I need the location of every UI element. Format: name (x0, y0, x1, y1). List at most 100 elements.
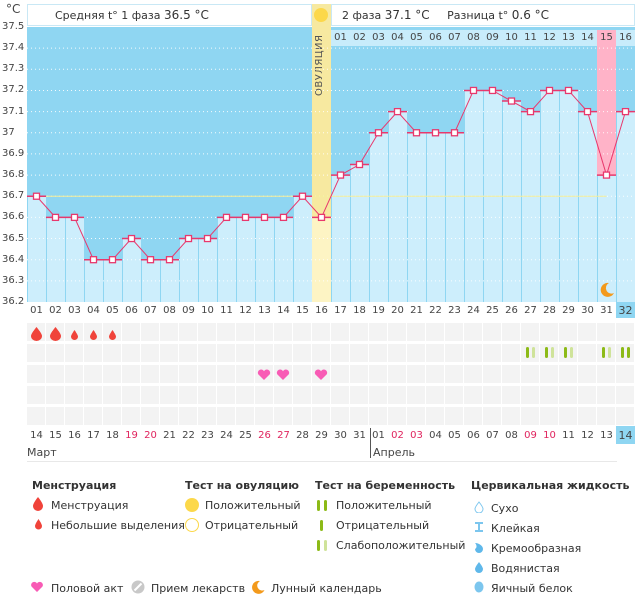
symptom-cell[interactable] (502, 344, 520, 362)
symptom-cell[interactable] (217, 407, 235, 425)
x-tick-label[interactable]: 11 (220, 305, 233, 316)
symptom-cell[interactable] (46, 365, 64, 383)
calendar-date[interactable]: 01 (372, 430, 385, 441)
symptom-cell[interactable] (540, 323, 558, 341)
symptom-cell[interactable] (65, 365, 83, 383)
symptom-cell[interactable] (597, 386, 615, 404)
symptom-cell[interactable] (426, 365, 444, 383)
symptom-cell[interactable] (559, 323, 577, 341)
calendar-date[interactable]: 07 (486, 430, 499, 441)
symptom-cell[interactable] (521, 407, 539, 425)
x-tick-label[interactable]: 25 (486, 305, 499, 316)
symptom-cell[interactable] (255, 386, 273, 404)
calendar-date[interactable]: 24 (220, 430, 233, 441)
calendar-date[interactable]: 08 (505, 430, 518, 441)
x-tick-label[interactable]: 23 (448, 305, 461, 316)
x-tick-label[interactable]: 20 (391, 305, 404, 316)
symptom-cell[interactable] (502, 323, 520, 341)
symptom-cell[interactable] (388, 365, 406, 383)
symptom-cell[interactable] (616, 323, 634, 341)
symptom-cell[interactable] (616, 344, 634, 362)
symptom-cell[interactable] (293, 344, 311, 362)
symptom-cell[interactable] (388, 344, 406, 362)
symptom-cell[interactable] (160, 407, 178, 425)
x-tick-label[interactable]: 01 (30, 305, 43, 316)
symptom-cell[interactable] (293, 365, 311, 383)
x-tick-label[interactable]: 32 (616, 302, 635, 318)
symptom-cell[interactable] (597, 365, 615, 383)
calendar-date[interactable]: 14 (616, 426, 635, 444)
calendar-date[interactable]: 23 (201, 430, 214, 441)
x-tick-label[interactable]: 14 (277, 305, 290, 316)
symptom-cell[interactable] (160, 323, 178, 341)
symptom-cell[interactable] (369, 365, 387, 383)
symptom-cell[interactable] (483, 407, 501, 425)
symptom-cell[interactable] (141, 365, 159, 383)
symptom-cell[interactable] (236, 344, 254, 362)
symptom-cell[interactable] (464, 386, 482, 404)
symptom-cell[interactable] (27, 386, 45, 404)
symptom-cell[interactable] (65, 344, 83, 362)
symptom-cell[interactable] (160, 365, 178, 383)
calendar-date[interactable]: 09 (524, 430, 537, 441)
symptom-cell[interactable] (464, 323, 482, 341)
x-tick-label[interactable]: 04 (87, 305, 100, 316)
symptom-cell[interactable] (407, 386, 425, 404)
symptom-cell[interactable] (122, 365, 140, 383)
calendar-date[interactable]: 14 (30, 430, 43, 441)
symptom-cell[interactable] (141, 407, 159, 425)
symptom-cell[interactable] (559, 407, 577, 425)
symptom-cell[interactable] (198, 323, 216, 341)
symptom-cell[interactable] (236, 386, 254, 404)
symptom-cell[interactable] (407, 323, 425, 341)
symptom-cell[interactable] (84, 407, 102, 425)
symptom-cell[interactable] (103, 344, 121, 362)
symptom-cell[interactable] (483, 386, 501, 404)
symptom-cell[interactable] (293, 386, 311, 404)
symptom-cell[interactable] (502, 407, 520, 425)
x-tick-label[interactable]: 08 (163, 305, 176, 316)
symptom-cell[interactable] (27, 344, 45, 362)
calendar-date[interactable]: 17 (87, 430, 100, 441)
symptom-cell[interactable] (274, 386, 292, 404)
symptom-cell[interactable] (350, 323, 368, 341)
symptom-cell[interactable] (179, 407, 197, 425)
x-tick-label[interactable]: 02 (49, 305, 62, 316)
symptom-cell[interactable] (578, 323, 596, 341)
symptom-cell[interactable] (578, 407, 596, 425)
calendar-date[interactable]: 19 (125, 430, 138, 441)
x-tick-label[interactable]: 24 (467, 305, 480, 316)
symptom-cell[interactable] (521, 365, 539, 383)
symptom-cell[interactable] (464, 407, 482, 425)
symptom-cell[interactable] (445, 407, 463, 425)
calendar-date[interactable]: 22 (182, 430, 195, 441)
symptom-cell[interactable] (141, 323, 159, 341)
symptom-cell[interactable] (350, 407, 368, 425)
symptom-cell[interactable] (27, 365, 45, 383)
symptom-cell[interactable] (84, 386, 102, 404)
x-tick-label[interactable]: 03 (68, 305, 81, 316)
calendar-date[interactable]: 29 (315, 430, 328, 441)
symptom-cell[interactable] (578, 365, 596, 383)
calendar-date[interactable]: 16 (68, 430, 81, 441)
symptom-cell[interactable] (521, 344, 539, 362)
symptom-cell[interactable] (407, 344, 425, 362)
symptom-cell[interactable] (179, 365, 197, 383)
symptom-cell[interactable] (616, 386, 634, 404)
x-tick-label[interactable]: 15 (296, 305, 309, 316)
symptom-cell[interactable] (217, 386, 235, 404)
symptom-cell[interactable] (521, 323, 539, 341)
symptom-cell[interactable] (445, 323, 463, 341)
symptom-cell[interactable] (559, 365, 577, 383)
symptom-cell[interactable] (407, 365, 425, 383)
x-tick-label[interactable]: 17 (334, 305, 347, 316)
calendar-date[interactable]: 06 (467, 430, 480, 441)
symptom-cell[interactable] (369, 386, 387, 404)
x-tick-label[interactable]: 09 (182, 305, 195, 316)
symptom-cell[interactable] (616, 365, 634, 383)
x-tick-label[interactable]: 06 (125, 305, 138, 316)
calendar-date[interactable]: 12 (581, 430, 594, 441)
symptom-cell[interactable] (217, 365, 235, 383)
symptom-cell[interactable] (274, 407, 292, 425)
symptom-cell[interactable] (312, 323, 330, 341)
